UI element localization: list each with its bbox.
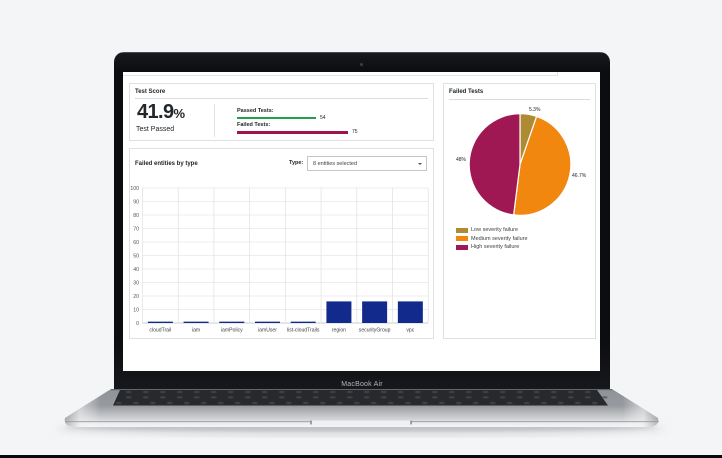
svg-text:list-cloudTrails: list-cloudTrails [287,328,320,334]
svg-text:cloudTrail: cloudTrail [149,328,171,334]
svg-text:10: 10 [133,307,139,313]
svg-text:iamUser: iamUser [258,328,277,334]
svg-text:20: 20 [133,294,139,300]
svg-text:vpc: vpc [406,328,414,334]
svg-text:60: 60 [133,240,139,246]
svg-text:70: 70 [133,226,139,232]
svg-text:0: 0 [136,321,139,327]
svg-text:90: 90 [133,199,139,205]
svg-text:40: 40 [133,267,139,273]
svg-text:50: 50 [133,253,139,259]
svg-text:securityGroup: securityGroup [359,328,391,334]
svg-text:100: 100 [130,186,139,192]
svg-text:80: 80 [133,213,139,219]
svg-text:30: 30 [133,280,139,286]
svg-text:iam: iam [192,328,200,334]
svg-text:region: region [332,328,346,334]
svg-text:iamPolicy: iamPolicy [221,328,243,334]
